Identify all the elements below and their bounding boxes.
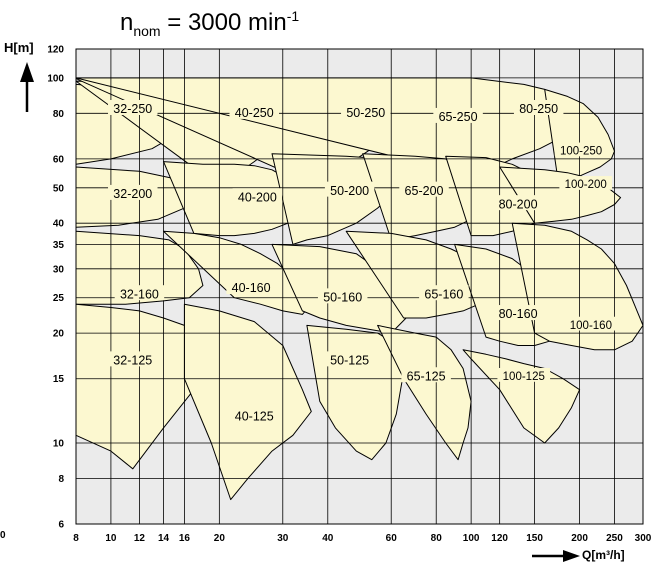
x-tick-label: 300 <box>635 533 652 544</box>
region-label-bg <box>108 184 158 200</box>
region-label-bg <box>229 407 280 423</box>
region-label-80-160: 80-160 <box>499 307 538 321</box>
region-label-65-160: 65-160 <box>424 287 463 301</box>
region-label-50-200: 50-200 <box>330 184 369 198</box>
x-tick-label: 8 <box>73 533 79 544</box>
region-label-65-250: 65-250 <box>439 110 478 124</box>
region-label-32-200: 32-200 <box>113 187 152 201</box>
region-label-bg <box>108 351 158 367</box>
x-tick-label: 30 <box>277 533 289 544</box>
x-tick-label: 12 <box>134 533 146 544</box>
region-label-80-200: 80-200 <box>499 197 538 211</box>
y-axis-label: H[m] <box>4 40 34 55</box>
region-label-bg <box>324 351 375 367</box>
region-label-bg <box>513 99 564 115</box>
region-label-80-250: 80-250 <box>519 102 558 116</box>
region-labels: 32-250 40-250 50-250 65-250 80-250 100-250 32-… <box>108 99 618 424</box>
region-label-bg <box>317 288 368 304</box>
y-arrow-icon <box>20 62 34 112</box>
y-tick-label: 80 <box>53 109 65 120</box>
x-tick-label: 100 <box>463 533 480 544</box>
region-100-125 <box>462 349 581 444</box>
region-label-40-200: 40-200 <box>238 190 277 204</box>
y-tick-label: 50 <box>53 183 65 194</box>
region-label-bg <box>399 181 449 197</box>
y-tick-label: 60 <box>53 154 65 165</box>
region-label-65-125: 65-125 <box>407 369 446 383</box>
corner-label: 0 <box>0 530 6 541</box>
region-label-65-200: 65-200 <box>405 184 444 198</box>
x-tick-label: 200 <box>571 533 588 544</box>
region-label-100-200: 100-200 <box>565 179 607 191</box>
chart-title: nnom = 3000 min-1 <box>120 8 300 39</box>
x-tick-label: 20 <box>214 533 226 544</box>
y-tick-label: 120 <box>47 45 64 56</box>
region-label-50-250: 50-250 <box>346 106 385 120</box>
plot-border <box>75 48 644 525</box>
y-tick-label: 35 <box>53 240 65 251</box>
region-label-bg <box>114 285 165 301</box>
region-label-bg <box>564 316 618 331</box>
x-arrow-icon <box>532 550 580 562</box>
region-label-bg <box>493 305 543 321</box>
region-label-50-125: 50-125 <box>330 353 369 367</box>
x-tick-label: 250 <box>606 533 623 544</box>
region-label-32-160: 32-160 <box>120 287 159 301</box>
x-tick-label: 40 <box>322 533 334 544</box>
region-label-bg <box>108 99 158 115</box>
region-label-bg <box>401 367 451 383</box>
x-tick-label: 10 <box>105 533 117 544</box>
region-label-40-125: 40-125 <box>235 410 274 424</box>
x-tick-label: 16 <box>179 533 191 544</box>
y-tick-label: 30 <box>53 264 65 275</box>
y-tick-label: 15 <box>53 374 65 385</box>
region-label-bg <box>497 367 551 382</box>
region-label-bg <box>341 103 391 119</box>
y-tick-label: 6 <box>58 520 64 531</box>
region-label-100-250: 100-250 <box>560 146 602 158</box>
x-tick-label: 60 <box>386 533 398 544</box>
y-tick-label: 40 <box>53 219 65 230</box>
region-label-bg <box>419 285 469 301</box>
y-tick-label: 25 <box>53 293 65 304</box>
region-label-100-160: 100-160 <box>570 320 612 332</box>
ticks: 8 10 12 14 16 20 30 40 60 80 100 120 150 200 250 300681… <box>47 45 651 545</box>
x-axis-label: Q[m³/h] <box>582 548 625 562</box>
y-tick-label: 8 <box>58 474 64 485</box>
x-tick-label: 80 <box>431 533 443 544</box>
x-tick-label: 150 <box>526 533 543 544</box>
x-tick-label: 120 <box>491 533 508 544</box>
region-label-bg <box>229 103 280 119</box>
y-tick-label: 20 <box>53 329 65 340</box>
region-label-32-125: 32-125 <box>113 353 152 367</box>
region-label-40-160: 40-160 <box>232 281 271 295</box>
region-label-bg <box>554 142 608 157</box>
region-label-bg <box>493 195 543 211</box>
region-label-40-250: 40-250 <box>235 106 274 120</box>
region-label-bg <box>559 176 613 190</box>
y-tick-label: 100 <box>47 73 64 84</box>
region-label-bg <box>433 107 483 123</box>
region-label-100-125: 100-125 <box>503 371 545 383</box>
region-label-bg <box>226 279 276 295</box>
region-label-50-160: 50-160 <box>323 290 362 304</box>
region-label-bg <box>324 181 375 197</box>
region-label-32-250: 32-250 <box>113 102 152 116</box>
region-label-bg <box>232 188 283 204</box>
x-tick-label: 14 <box>158 533 170 544</box>
y-tick-label: 10 <box>53 439 65 450</box>
